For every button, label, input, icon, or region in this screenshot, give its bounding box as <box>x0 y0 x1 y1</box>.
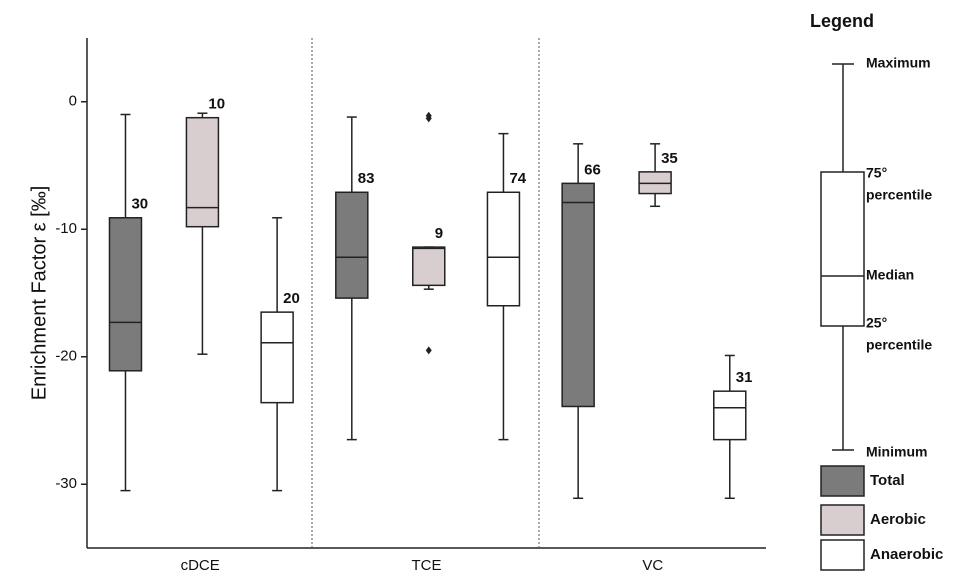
x-tick-label: TCE <box>412 557 442 574</box>
x-tick-label: VC <box>642 557 663 574</box>
outlier <box>425 346 432 355</box>
key-label: Maximum <box>866 55 931 71</box>
count-label: 66 <box>584 161 601 178</box>
box <box>486 191 521 307</box>
outlier <box>425 114 432 123</box>
y-axis-label: Enrichment Factor ε [‰] <box>28 186 50 401</box>
count-label: 83 <box>358 170 375 187</box>
legend-swatch <box>820 465 865 497</box>
count-label: 74 <box>509 170 526 187</box>
count-label: 35 <box>661 150 678 167</box>
key-label: 25° <box>866 315 887 331</box>
key-label: Minimum <box>866 444 927 460</box>
y-tick-label: -10 <box>55 220 77 237</box>
y-tick-label: -30 <box>55 475 77 492</box>
count-label: 31 <box>736 369 753 386</box>
box <box>260 311 294 404</box>
legend-label: Aerobic <box>870 511 926 528</box>
x-tick-label: cDCE <box>181 557 220 574</box>
count-label: 20 <box>283 290 300 307</box>
box <box>335 191 369 299</box>
y-tick-label: 0 <box>69 93 77 110</box>
legend-swatch <box>820 504 865 536</box>
legend-swatch <box>820 539 865 571</box>
legend-title: Legend <box>810 11 874 31</box>
box <box>412 246 446 287</box>
key-label: 75° <box>866 165 887 181</box>
count-label: 30 <box>131 196 148 213</box>
box <box>108 217 143 372</box>
count-label: 10 <box>208 96 225 113</box>
legend-label: Total <box>870 472 905 489</box>
legend-key <box>820 63 865 451</box>
y-tick-label: -20 <box>55 348 77 365</box>
count-label: 9 <box>435 225 443 242</box>
key-label: percentile <box>866 187 932 203</box>
key-box <box>820 171 865 327</box>
box <box>561 182 595 408</box>
box <box>713 390 747 441</box>
key-label: Median <box>866 267 914 283</box>
box <box>185 116 220 228</box>
legend-label: Anaerobic <box>870 546 943 563</box>
key-label: percentile <box>866 337 932 353</box>
